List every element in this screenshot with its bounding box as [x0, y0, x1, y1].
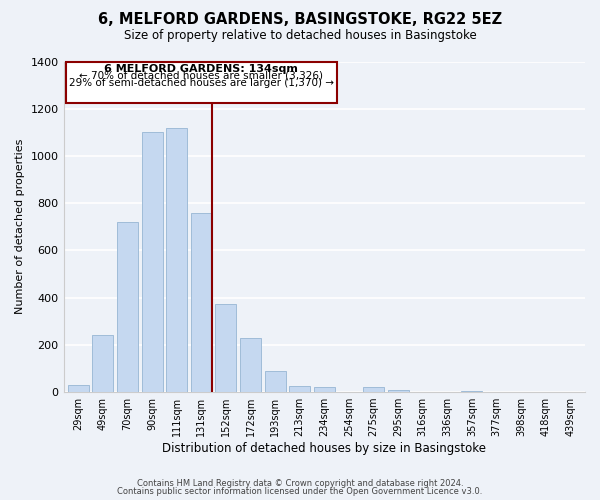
X-axis label: Distribution of detached houses by size in Basingstoke: Distribution of detached houses by size … [162, 442, 486, 455]
Bar [388, 390, 409, 392]
Bar [314, 388, 335, 392]
Bar [191, 212, 212, 392]
Bar [265, 371, 286, 392]
Bar [142, 132, 163, 392]
Bar [117, 222, 138, 392]
Text: Size of property relative to detached houses in Basingstoke: Size of property relative to detached ho… [124, 29, 476, 42]
Bar [240, 338, 261, 392]
Bar [363, 388, 384, 392]
Text: 29% of semi-detached houses are larger (1,370) →: 29% of semi-detached houses are larger (… [69, 78, 334, 88]
Text: Contains HM Land Registry data © Crown copyright and database right 2024.: Contains HM Land Registry data © Crown c… [137, 478, 463, 488]
Bar [215, 304, 236, 392]
Bar [68, 385, 89, 392]
Text: Contains public sector information licensed under the Open Government Licence v3: Contains public sector information licen… [118, 487, 482, 496]
Text: 6, MELFORD GARDENS, BASINGSTOKE, RG22 5EZ: 6, MELFORD GARDENS, BASINGSTOKE, RG22 5E… [98, 12, 502, 28]
Bar [461, 391, 482, 392]
Bar [166, 128, 187, 392]
Bar [92, 336, 113, 392]
Text: ← 70% of detached houses are smaller (3,326): ← 70% of detached houses are smaller (3,… [79, 71, 323, 81]
Y-axis label: Number of detached properties: Number of detached properties [15, 139, 25, 314]
FancyBboxPatch shape [65, 62, 337, 103]
Bar [289, 386, 310, 392]
Text: 6 MELFORD GARDENS: 134sqm: 6 MELFORD GARDENS: 134sqm [104, 64, 298, 74]
